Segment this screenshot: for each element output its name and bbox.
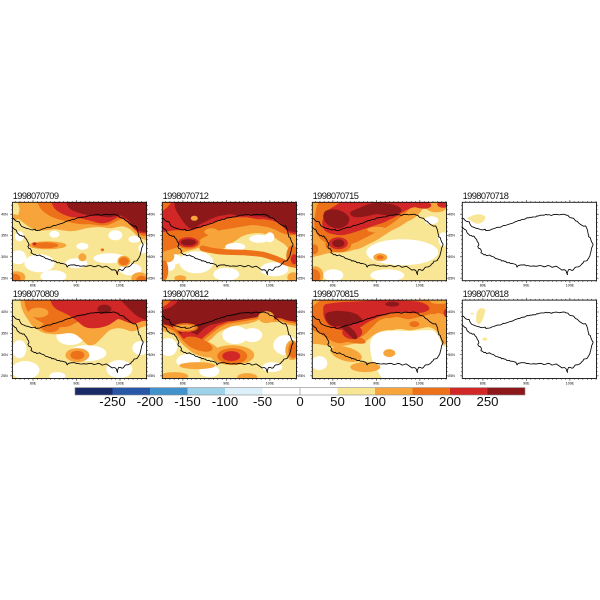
svg-text:50: 50 [330, 394, 345, 409]
svg-text:-50: -50 [253, 394, 272, 409]
svg-text:1998070718: 1998070718 [463, 191, 509, 201]
svg-text:1998070809: 1998070809 [13, 289, 59, 299]
svg-text:-150: -150 [174, 394, 200, 409]
svg-text:0: 0 [296, 394, 303, 409]
svg-text:1998070709: 1998070709 [13, 191, 59, 201]
svg-text:200: 200 [439, 394, 461, 409]
svg-text:1998070812: 1998070812 [163, 289, 209, 299]
svg-text:-200: -200 [137, 394, 163, 409]
svg-text:150: 150 [401, 394, 423, 409]
svg-text:1998070712: 1998070712 [163, 191, 209, 201]
svg-text:-100: -100 [212, 394, 238, 409]
svg-text:-250: -250 [99, 394, 125, 409]
svg-text:250: 250 [476, 394, 498, 409]
svg-text:1998070818: 1998070818 [463, 289, 509, 299]
svg-text:1998070815: 1998070815 [313, 289, 359, 299]
svg-text:1998070715: 1998070715 [313, 191, 359, 201]
svg-text:100: 100 [364, 394, 386, 409]
